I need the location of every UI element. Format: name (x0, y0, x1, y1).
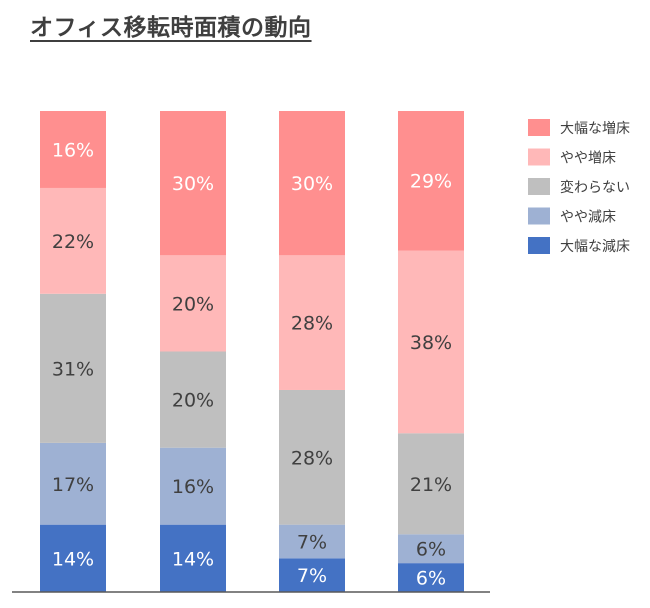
data-label: 7% (297, 565, 327, 587)
bars-group: 14% 17% 31% 22% 16% 14% 16% 20% 20% 30% 7% 7% 28% 28%… (40, 111, 464, 592)
bar-segment (398, 433, 464, 535)
legend-swatch (528, 207, 550, 225)
legend-swatch (528, 237, 550, 254)
bar-segment (40, 524, 106, 592)
chart-title: オフィス移転時面積の動向 (30, 15, 312, 41)
data-label: 22% (52, 231, 94, 253)
data-label: 16% (172, 476, 214, 498)
bar-segment (40, 111, 106, 188)
data-label: 16% (52, 139, 94, 161)
data-label: 14% (52, 548, 94, 570)
bar-segment (398, 563, 464, 592)
bar-segment (279, 389, 345, 525)
bar-segment (40, 187, 106, 294)
bar-segment (398, 111, 464, 251)
bar-segment (398, 250, 464, 434)
legend-label: 変わらない (560, 179, 630, 196)
data-label: 6% (416, 568, 446, 590)
legend-swatch (528, 148, 550, 166)
bar-segment (160, 255, 226, 352)
bar-segment (398, 534, 464, 564)
bar-segment (160, 351, 226, 448)
data-label: 38% (410, 332, 452, 354)
data-label: 29% (410, 171, 452, 193)
data-label: 14% (172, 548, 214, 570)
data-label: 30% (172, 173, 214, 195)
bar-segment (160, 111, 226, 256)
bar-segment (279, 524, 345, 559)
data-label: 20% (172, 293, 214, 315)
bar-segment (279, 255, 345, 390)
data-label: 30% (291, 173, 333, 195)
bar-segment (279, 558, 345, 592)
bar-segment (279, 111, 345, 256)
legend-swatch (528, 178, 550, 195)
bar-segment (40, 293, 106, 443)
legend-label: 大幅な減床 (560, 238, 630, 255)
legend-swatch (528, 119, 550, 136)
bar-segment (160, 524, 226, 592)
data-label: 28% (291, 313, 333, 335)
legend-label: 大幅な増床 (560, 121, 630, 137)
data-label: 20% (172, 390, 214, 412)
bar-segment (160, 447, 226, 525)
data-label: 6% (416, 539, 446, 561)
data-label: 7% (297, 531, 327, 553)
data-label: 21% (410, 474, 452, 496)
legend-label: やや増床 (560, 151, 616, 167)
data-label: 28% (291, 447, 333, 469)
legend-label: やや減床 (560, 209, 616, 226)
data-label: 31% (52, 358, 94, 380)
data-label: 17% (52, 474, 94, 496)
bar-segment (40, 442, 106, 525)
